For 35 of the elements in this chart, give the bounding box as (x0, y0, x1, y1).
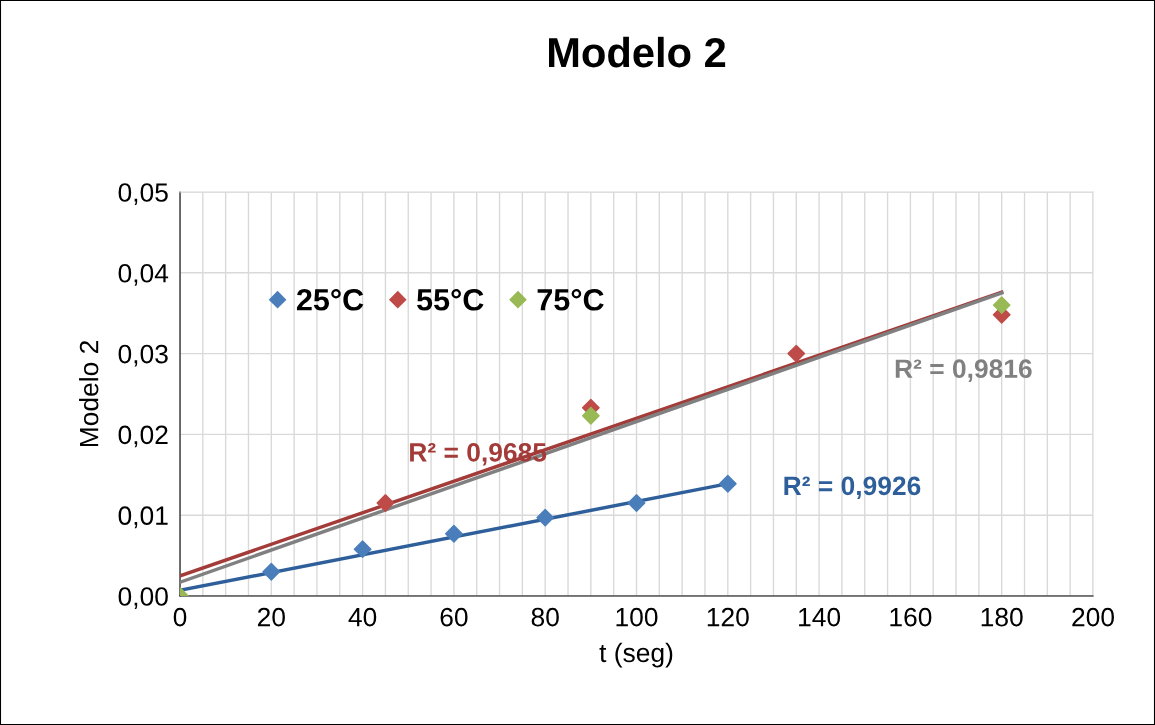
x-tick-label: 180 (981, 607, 1023, 627)
annotation: R² = 0,9926 (784, 476, 921, 500)
point (787, 344, 806, 363)
point (376, 494, 395, 512)
point (262, 562, 281, 581)
x-tick-label: 0 (173, 607, 187, 627)
y-tick-label: 0,01 (118, 506, 168, 529)
legend-label: 55°C (417, 288, 484, 311)
x-tick-label: 40 (348, 607, 377, 627)
point (718, 474, 737, 493)
chart-title: Modelo 2 (549, 36, 726, 68)
x-tick-label: 20 (257, 607, 285, 627)
legend-label: 75°C (537, 288, 604, 311)
point (581, 406, 600, 425)
point (353, 540, 372, 559)
x-tick-label: 160 (890, 607, 932, 627)
point (992, 296, 1011, 315)
y-tick-label: 0,02 (118, 425, 168, 448)
x-tick-label: 60 (440, 607, 468, 627)
x-tick-label: 120 (707, 607, 749, 627)
x-tick-label: 200 (1072, 607, 1114, 627)
y-tick-label: 0,03 (118, 344, 168, 367)
point (536, 508, 555, 527)
x-tick-label: 100 (616, 607, 658, 627)
annotation: R² = 0,9816 (895, 359, 1032, 382)
x-tick-label: 80 (531, 607, 559, 627)
point (627, 494, 646, 512)
y-tick-label: 0,05 (118, 183, 168, 205)
y-axis-title: Modelo 2 (79, 341, 99, 447)
x-axis-title: t (seg) (599, 642, 673, 668)
y-tick-label: 0,00 (118, 587, 168, 609)
point (444, 524, 463, 543)
x-tick-label: 140 (799, 607, 841, 627)
y-tick-label: 0,04 (118, 263, 169, 286)
legend-label: 25°C (296, 288, 364, 311)
